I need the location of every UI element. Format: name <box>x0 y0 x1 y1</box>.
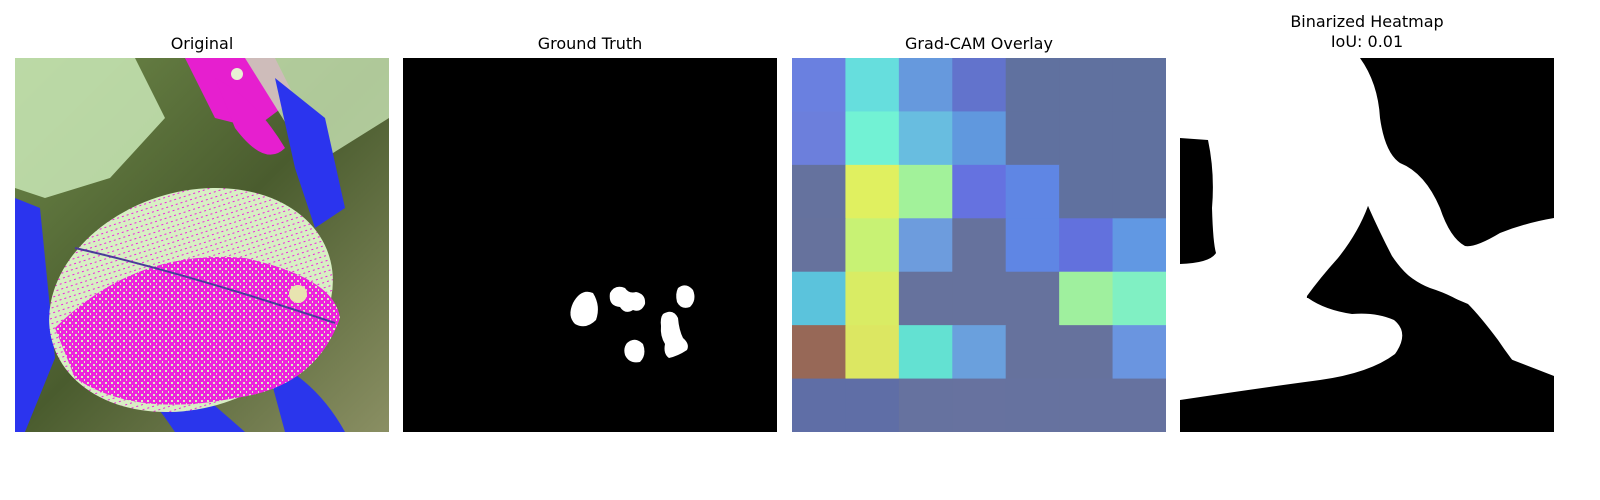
heatmap-cell <box>1059 378 1114 432</box>
ground-truth-mask <box>403 58 777 432</box>
heatmap-cell <box>952 325 1007 380</box>
panel-title-ground-truth: Ground Truth <box>537 34 643 53</box>
heatmap-cell <box>845 271 900 326</box>
iou-label: IoU: 0.01 <box>1330 32 1404 51</box>
heatmap-cell <box>792 164 846 219</box>
heatmap-cell <box>952 378 1007 432</box>
heatmap-cell <box>792 271 846 326</box>
heatmap-cell <box>792 325 846 380</box>
heatmap-cell <box>1005 58 1060 112</box>
heatmap-cell <box>898 218 953 273</box>
heatmap-cell <box>1005 218 1060 273</box>
heatmap-cell <box>952 58 1007 112</box>
heatmap-cell <box>845 58 900 112</box>
heatmap-cell <box>952 271 1007 326</box>
binarized-title: Binarized Heatmap <box>1290 12 1444 31</box>
heatmap-cell <box>1059 58 1114 112</box>
heatmap-cell <box>1112 164 1166 219</box>
heatmap-cell <box>845 164 900 219</box>
heatmap-cell <box>898 58 953 112</box>
heatmap-cell <box>1005 271 1060 326</box>
heatmap-cell <box>1005 111 1060 166</box>
heatmap-cell <box>845 325 900 380</box>
heatmap-cell <box>792 111 846 166</box>
heatmap-cell <box>1005 378 1060 432</box>
heatmap-cell <box>792 378 846 432</box>
heatmap-cell <box>898 325 953 380</box>
panel-title-binarized: Binarized Heatmap IoU: 0.01 <box>1180 12 1554 52</box>
heatmap-cell <box>1005 325 1060 380</box>
heatmap-cell <box>845 111 900 166</box>
heatmap-cell <box>845 378 900 432</box>
heatmap-cell <box>898 111 953 166</box>
heatmap-cell <box>792 58 846 112</box>
heatmap-cell <box>1059 218 1114 273</box>
heatmap-cell <box>792 218 846 273</box>
panel-title-gradcam: Grad-CAM Overlay <box>905 34 1053 53</box>
heatmap-cell <box>952 218 1007 273</box>
heatmap-cell <box>1112 378 1166 432</box>
heatmap-cell <box>898 164 953 219</box>
original-image <box>15 58 389 432</box>
heatmap-cell <box>1112 218 1166 273</box>
heatmap-cell <box>898 271 953 326</box>
heatmap-cell <box>952 111 1007 166</box>
binarized-heatmap <box>1180 58 1554 432</box>
heatmap-cell <box>1059 271 1114 326</box>
heatmap-cell <box>1112 271 1166 326</box>
heatmap-cell <box>1059 325 1114 380</box>
heatmap-cell <box>1112 325 1166 380</box>
heatmap-cell <box>1059 111 1114 166</box>
heatmap-cell <box>845 218 900 273</box>
heatmap-cell <box>898 378 953 432</box>
heatmap-cell <box>1005 164 1060 219</box>
heatmap-cell <box>952 164 1007 219</box>
heatmap-cell <box>1059 164 1114 219</box>
heatmap-cell <box>1112 58 1166 112</box>
heatmap-cell <box>1112 111 1166 166</box>
panel-title-original: Original <box>170 34 234 53</box>
gradcam-overlay <box>792 58 1166 432</box>
